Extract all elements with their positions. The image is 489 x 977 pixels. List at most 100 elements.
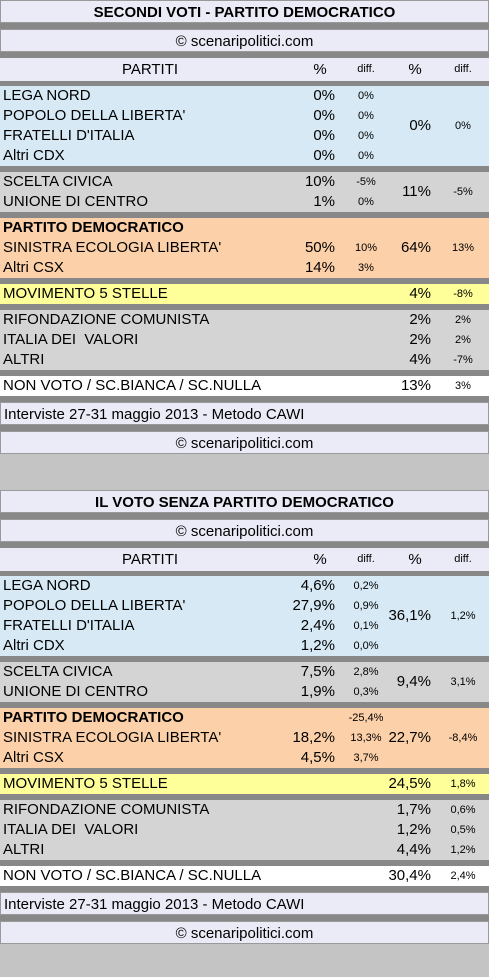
group-total: 11% (402, 183, 431, 200)
header-row: PARTITI% diff.% diff. (0, 58, 489, 81)
difference: 0% (358, 110, 374, 122)
total-percent: 1,7% (396, 801, 431, 818)
percent: 0% (313, 127, 335, 144)
party-group: RIFONDAZIONE COMUNISTA 2% 2% ITALIA DEI VAL… (0, 310, 489, 370)
party-row: Altri CSX 14% 3% (0, 258, 489, 278)
survey-note: Interviste 27-31 maggio 2013 - Metodo CA… (0, 892, 489, 915)
header-cell: diff. (357, 553, 375, 565)
party-row: FRATELLI D'ITALIA 2,4% 0,1% (0, 616, 489, 636)
percent: 1,2% (300, 637, 335, 654)
difference: 3,7% (353, 752, 379, 764)
party-name: RIFONDAZIONE COMUNISTA (3, 801, 210, 818)
header-cell: % (313, 551, 327, 568)
header-cell: % (408, 551, 422, 568)
party-name: MOVIMENTO 5 STELLE (3, 285, 168, 302)
difference: -25,4% (348, 712, 384, 724)
party-row: MOVIMENTO 5 STELLE 4% -8% (0, 284, 489, 304)
header-cell: diff. (454, 63, 472, 75)
group-total: 36,1% (388, 607, 431, 624)
party-row: NON VOTO / SC.BIANCA / SC.NULLA 13% 3% (0, 376, 489, 396)
percent: 50% (304, 239, 335, 256)
party-row: RIFONDAZIONE COMUNISTA 1,7% 0,6% (0, 800, 489, 820)
party-name: ITALIA DEI VALORI (3, 821, 139, 838)
party-row: LEGA NORD 0% 0% (0, 86, 489, 106)
header-cell: diff. (454, 553, 472, 565)
party-group: LEGA NORD 4,6% 0,2% POPOLO DELLA LIBERTA' 27… (0, 576, 489, 656)
party-row: PARTITO DEMOCRATICO (0, 218, 489, 238)
party-name: LEGA NORD (3, 87, 91, 104)
group-difference: 3,1% (450, 676, 476, 688)
total-difference: 2,4% (450, 870, 476, 882)
total-difference: 2% (455, 334, 471, 346)
party-row: SCELTA CIVICA 10% -5% (0, 172, 489, 192)
source: © scenaripolitici.com (0, 519, 489, 542)
percent: 1,9% (300, 683, 335, 700)
party-name: MOVIMENTO 5 STELLE (3, 775, 168, 792)
source: © scenaripolitici.com (0, 29, 489, 52)
total-difference: -8% (453, 288, 473, 300)
total-percent: 2% (409, 311, 431, 328)
party-row: ALTRI 4% -7% (0, 350, 489, 370)
percent: 0% (313, 107, 335, 124)
percent: 27,9% (292, 597, 335, 614)
party-row: ITALIA DEI VALORI 2% 2% (0, 330, 489, 350)
group-difference: 13% (451, 242, 475, 254)
group-total: 0% (409, 117, 431, 134)
party-row: SINISTRA ECOLOGIA LIBERTA' 50% 10% (0, 238, 489, 258)
party-name: NON VOTO / SC.BIANCA / SC.NULLA (3, 867, 262, 884)
difference: 0,0% (353, 640, 379, 652)
percent: 18,2% (292, 729, 335, 746)
party-name: SINISTRA ECOLOGIA LIBERTA' (3, 239, 222, 256)
footer-source: © scenaripolitici.com (0, 921, 489, 944)
percent: 7,5% (300, 663, 335, 680)
party-name: POPOLO DELLA LIBERTA' (3, 107, 186, 124)
header-cell: PARTITI (121, 551, 179, 568)
separator (0, 454, 489, 490)
party-group: SCELTA CIVICA 10% -5% UNIONE DI CENTRO 1% 0% 1… (0, 172, 489, 212)
party-name: UNIONE DI CENTRO (3, 683, 149, 700)
party-row: SINISTRA ECOLOGIA LIBERTA' 18,2% 13,3% (0, 728, 489, 748)
party-row: MOVIMENTO 5 STELLE 24,5% 1,8% (0, 774, 489, 794)
party-row: Altri CDX 1,2% 0,0% (0, 636, 489, 656)
header-cell: PARTITI (121, 61, 179, 78)
party-name: SCELTA CIVICA (3, 663, 113, 680)
group-difference: 0% (455, 120, 471, 132)
party-name: POPOLO DELLA LIBERTA' (3, 597, 186, 614)
party-name: NON VOTO / SC.BIANCA / SC.NULLA (3, 377, 262, 394)
party-group: MOVIMENTO 5 STELLE 4% -8% (0, 284, 489, 304)
party-name: ALTRI (3, 841, 45, 858)
group-difference: -8,4% (448, 732, 478, 744)
percent: 1% (313, 193, 335, 210)
party-group: SCELTA CIVICA 7,5% 2,8% UNIONE DI CENTRO 1,9… (0, 662, 489, 702)
party-group: PARTITO DEMOCRATICO -25,4% SINISTRA ECOLOG… (0, 708, 489, 768)
total-difference: 1,2% (450, 844, 476, 856)
difference: 0% (358, 196, 374, 208)
party-group: LEGA NORD 0% 0% POPOLO DELLA LIBERTA' 0% 0% FR… (0, 86, 489, 166)
table-title: IL VOTO SENZA PARTITO DEMOCRATICO (0, 490, 489, 513)
difference: -5% (356, 176, 376, 188)
difference: 10% (354, 242, 378, 254)
percent: 2,4% (300, 617, 335, 634)
party-name: FRATELLI D'ITALIA (3, 617, 135, 634)
party-name: LEGA NORD (3, 577, 91, 594)
difference: 0,1% (353, 620, 379, 632)
percent: 4,6% (300, 577, 335, 594)
difference: 0% (358, 130, 374, 142)
total-percent: 1,2% (396, 821, 431, 838)
party-row: PARTITO DEMOCRATICO -25,4% (0, 708, 489, 728)
party-row: Altri CDX 0% 0% (0, 146, 489, 166)
percent: 0% (313, 87, 335, 104)
party-name: SCELTA CIVICA (3, 173, 113, 190)
party-row: FRATELLI D'ITALIA 0% 0% (0, 126, 489, 146)
party-name: Altri CSX (3, 749, 64, 766)
party-name: RIFONDAZIONE COMUNISTA (3, 311, 210, 328)
group-total: 64% (400, 239, 431, 256)
party-row: POPOLO DELLA LIBERTA' 0% 0% (0, 106, 489, 126)
difference: 0,3% (353, 686, 379, 698)
party-name: ALTRI (3, 351, 45, 368)
total-percent: 24,5% (388, 775, 431, 792)
difference: 13,3% (350, 732, 382, 744)
party-row: Altri CSX 4,5% 3,7% (0, 748, 489, 768)
party-name: PARTITO DEMOCRATICO (3, 709, 184, 726)
